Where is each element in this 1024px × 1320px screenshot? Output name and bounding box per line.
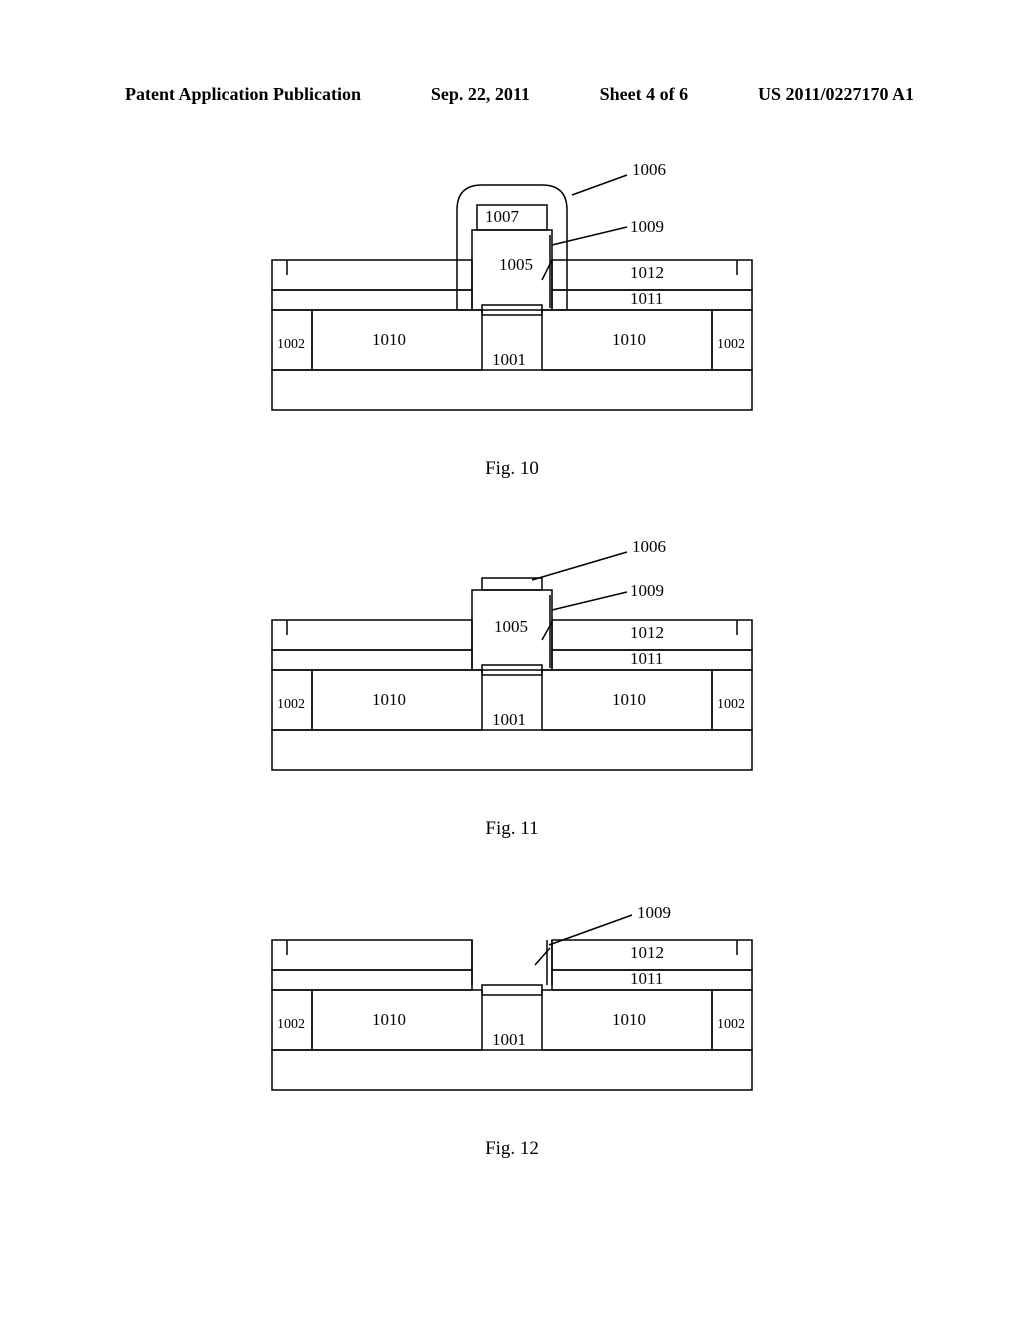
label-1002-right-f11: 1002	[717, 697, 745, 712]
label-1011-f11: 1011	[630, 649, 663, 668]
label-1002-left: 1002	[277, 337, 305, 352]
figure-11-svg: 1006 1009 1005 1012 1011 1010 1010 1001 …	[232, 530, 792, 790]
header-left: Patent Application Publication	[125, 84, 361, 105]
label-1012-f11: 1012	[630, 623, 664, 642]
label-1006-f11: 1006	[632, 537, 666, 556]
label-1005-f11: 1005	[494, 617, 528, 636]
header-right: US 2011/0227170 A1	[758, 84, 914, 105]
label-1012-f12: 1012	[630, 943, 664, 962]
figure-10-block: 1006 1007 1009 1005 1012 1011 1010 1010 …	[0, 150, 1024, 480]
label-1010-left-f12: 1010	[372, 1010, 406, 1029]
label-1002-right: 1002	[717, 337, 745, 352]
label-1010-right-f12: 1010	[612, 1010, 646, 1029]
label-1010-left: 1010	[372, 330, 406, 349]
header-date: Sep. 22, 2011	[431, 84, 530, 105]
label-1005: 1005	[499, 255, 533, 274]
label-1010-left-f11: 1010	[372, 690, 406, 709]
label-1009: 1009	[630, 217, 664, 236]
label-1006: 1006	[632, 160, 666, 179]
figure-12-caption: Fig. 12	[0, 1138, 1024, 1160]
label-1010-right: 1010	[612, 330, 646, 349]
label-1011-f12: 1011	[630, 969, 663, 988]
label-1011: 1011	[630, 289, 663, 308]
label-1002-right-f12: 1002	[717, 1017, 745, 1032]
label-1009-f12: 1009	[637, 903, 671, 922]
label-1001-f12: 1001	[492, 1030, 526, 1049]
figure-10-caption: Fig. 10	[0, 458, 1024, 480]
figure-11-block: 1006 1009 1005 1012 1011 1010 1010 1001 …	[0, 530, 1024, 840]
figure-12-block: 1009 1012 1011 1010 1010 1001 1002 1002 …	[0, 890, 1024, 1160]
label-1002-left-f11: 1002	[277, 697, 305, 712]
label-1001-f11: 1001	[492, 710, 526, 729]
figure-11-caption: Fig. 11	[0, 818, 1024, 840]
header-sheet: Sheet 4 of 6	[600, 84, 689, 105]
figure-12-svg: 1009 1012 1011 1010 1010 1001 1002 1002	[232, 890, 792, 1110]
label-1007: 1007	[485, 207, 520, 226]
label-1001: 1001	[492, 350, 526, 369]
page-header: Patent Application Publication Sep. 22, …	[0, 84, 1024, 105]
label-1002-left-f12: 1002	[277, 1017, 305, 1032]
label-1009-f11: 1009	[630, 581, 664, 600]
label-1012: 1012	[630, 263, 664, 282]
label-1010-right-f11: 1010	[612, 690, 646, 709]
figure-10-svg: 1006 1007 1009 1005 1012 1011 1010 1010 …	[232, 150, 792, 430]
